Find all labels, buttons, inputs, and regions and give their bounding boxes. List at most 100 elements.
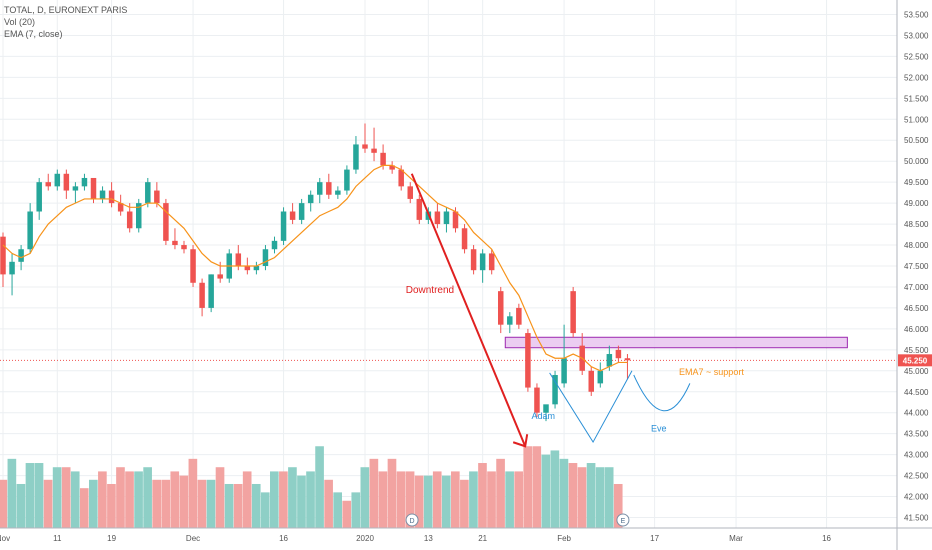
y-tick-label: 44.500 <box>904 388 929 397</box>
volume-bar <box>369 458 379 528</box>
candle-body <box>371 148 377 153</box>
volume-bar <box>107 483 116 528</box>
volume-indicator-label[interactable]: Vol (20) <box>4 17 36 27</box>
volume-bar <box>451 471 460 528</box>
volume-bar <box>125 471 134 528</box>
volume-bar <box>197 479 207 528</box>
candle-body <box>199 282 205 308</box>
x-tick-label: Dec <box>186 534 200 543</box>
candles <box>0 123 631 422</box>
y-tick-label: 42.500 <box>904 472 929 481</box>
volume-bar <box>396 471 406 528</box>
candle-body <box>443 211 450 225</box>
candle-body <box>389 165 395 170</box>
candle-body <box>543 404 549 413</box>
y-tick-label: 47.500 <box>904 262 929 271</box>
candle-body <box>380 152 386 166</box>
volume-bar <box>170 471 180 528</box>
volume-bar <box>152 479 161 528</box>
x-tick-label: 11 <box>53 534 62 543</box>
volume-bar <box>270 471 279 528</box>
volume-bar <box>478 463 487 528</box>
y-tick-label: 52.500 <box>904 52 929 61</box>
volume-bar <box>441 475 451 528</box>
volume-bar <box>460 479 469 528</box>
chart-legend: TOTAL, D, EURONEXT PARIS Vol (20) EMA (7… <box>4 4 127 40</box>
x-tick-label: Nov <box>0 534 10 543</box>
x-tick-label: 13 <box>424 534 433 543</box>
candle-body <box>117 203 124 212</box>
candle-body <box>262 249 269 266</box>
y-tick-label: 42.000 <box>904 493 929 502</box>
volume-bar <box>550 450 560 528</box>
candle-body <box>163 203 169 241</box>
volume-bar <box>595 467 605 528</box>
volume-bar <box>586 463 596 528</box>
volume-bar <box>61 467 71 528</box>
candle-body <box>416 198 423 220</box>
candle-body <box>181 245 187 250</box>
candle-body <box>335 190 341 195</box>
volume-bar <box>43 479 53 528</box>
y-tick-label: 50.500 <box>904 136 929 145</box>
volume-bar <box>134 471 143 528</box>
volume-bar <box>541 454 551 528</box>
downtrend-arrowhead <box>512 434 529 448</box>
candle-body <box>488 253 495 271</box>
volume-bar <box>179 475 189 528</box>
y-tick-label: 45.500 <box>904 346 929 355</box>
candle-body <box>99 190 106 199</box>
x-tick-label: 16 <box>822 534 831 543</box>
x-tick-label: 16 <box>279 534 288 543</box>
candle-body <box>154 190 160 204</box>
candle-body <box>126 211 133 229</box>
volume-bar <box>342 500 352 528</box>
volume-bar <box>405 471 415 528</box>
candle-body <box>18 249 24 262</box>
x-tick-label: Feb <box>557 534 571 543</box>
volume-bar <box>324 479 333 528</box>
y-tick-label: 53.000 <box>904 31 929 40</box>
volume-bar <box>206 479 216 528</box>
volume-bar <box>496 458 505 528</box>
volume-bar <box>251 483 261 528</box>
candle-body <box>498 291 504 325</box>
symbol-title[interactable]: TOTAL, D, EURONEXT PARIS <box>4 5 128 15</box>
volume-bar <box>16 483 26 528</box>
last-price-label: 45.250 <box>903 356 928 365</box>
candle-body <box>326 182 332 195</box>
candle-body <box>235 253 242 266</box>
y-tick-label: 43.500 <box>904 430 929 439</box>
candle-body <box>344 169 350 191</box>
candle-body <box>452 211 459 229</box>
volume-bar <box>0 479 8 528</box>
volume-bar <box>242 471 252 528</box>
volume-bar <box>7 458 17 528</box>
volume-bar <box>143 467 152 528</box>
volume-bar <box>351 492 361 528</box>
candle-body <box>317 182 323 195</box>
volume-bar <box>233 483 243 528</box>
volume-bar <box>414 475 424 528</box>
volume-bar <box>523 446 533 528</box>
candle-body <box>172 240 178 246</box>
ema-indicator-label[interactable]: EMA (7, close) <box>4 29 63 39</box>
candle-body <box>190 249 196 283</box>
candle-body <box>271 240 278 250</box>
volume-bar <box>79 488 89 528</box>
earnings-marker: E <box>621 518 626 525</box>
candle-body <box>136 203 142 229</box>
volume-bar <box>224 483 234 528</box>
candle-body <box>72 186 79 191</box>
volume-bar <box>505 471 514 528</box>
candle-body <box>244 266 251 271</box>
volume-bar <box>34 463 44 528</box>
candle-body <box>208 274 214 308</box>
volume-bar <box>387 458 397 528</box>
candle-body <box>597 370 604 384</box>
volume-bar <box>297 475 306 528</box>
y-tick-label: 46.000 <box>904 325 929 334</box>
volume-bar <box>279 471 288 528</box>
annotations: Downtrend Adam Eve EMA7 ~ support D E <box>405 173 744 527</box>
